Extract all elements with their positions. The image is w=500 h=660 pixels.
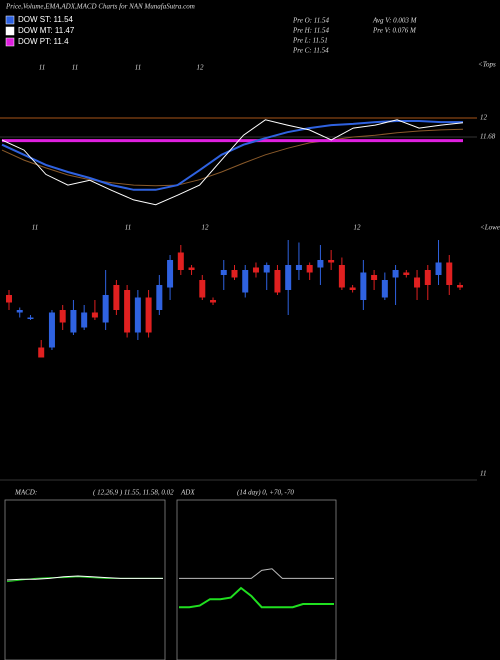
candle-body [338, 265, 345, 288]
panel-title: ADX [180, 489, 195, 497]
candle-body [91, 312, 98, 318]
candle-body [220, 270, 227, 275]
candle-body [414, 277, 421, 288]
legend-swatch [5, 15, 15, 25]
series-line [6, 575, 163, 581]
candle-body [59, 310, 66, 323]
candle-body [27, 317, 34, 319]
candle-body [317, 260, 324, 268]
candle-body [371, 275, 378, 280]
x-tick-label: 11 [72, 64, 78, 72]
candle-body [349, 287, 356, 290]
candle-body [188, 267, 195, 270]
legend-label: DOW MT: 11.47 [18, 26, 75, 35]
candle-body [242, 270, 249, 293]
candle-body [446, 262, 453, 285]
series-line [179, 586, 334, 609]
legend-label: DOW ST: 11.54 [18, 15, 74, 24]
candle-body [285, 265, 292, 290]
candle-body [392, 270, 399, 278]
panel-subtitle: ( 12,26,9 ) 11.55, 11.58, 0.02 [93, 489, 174, 497]
series-line [1, 128, 464, 187]
info-text: Pre C: 11.54 [292, 47, 329, 55]
legend-swatch [5, 37, 15, 47]
candle-body [177, 252, 184, 270]
info-text: Pre O: 11.54 [292, 17, 329, 25]
candle-body [381, 280, 388, 298]
candle-body [102, 295, 109, 323]
candle-body [424, 270, 431, 285]
candle-body [252, 267, 259, 273]
info-text: Pre H: 11.54 [292, 27, 329, 35]
chart-title: Price,Volume,EMA,ADX,MACD Charts for NAN… [5, 3, 195, 11]
y-tick-label: 12 [480, 114, 488, 122]
candle-body [274, 270, 281, 293]
candle-body [435, 262, 442, 275]
candle-body [360, 272, 367, 300]
info-text: <Lowes [480, 224, 500, 232]
x-tick-label: 11 [39, 64, 45, 72]
x-tick-label: 12 [354, 224, 362, 232]
candle-body [6, 295, 12, 303]
info-text: Avg V: 0.003 M [372, 17, 418, 25]
info-text: <Tops [478, 61, 496, 69]
candle-body [403, 272, 410, 275]
info-text: Pre L: 11.51 [292, 37, 328, 45]
candle-body [263, 265, 270, 273]
candle-body [156, 285, 163, 310]
panel-title: MACD: [14, 489, 37, 497]
candle-body [210, 300, 217, 303]
candle-body [231, 270, 238, 278]
candle-body [38, 347, 45, 358]
candle-body [134, 297, 141, 333]
series-line [1, 119, 464, 206]
candle-body [124, 290, 131, 333]
candle-body [328, 260, 335, 263]
candle-body [81, 312, 88, 328]
candle-body [457, 285, 463, 288]
candle-body [306, 265, 313, 273]
y-tick-label: 11.68 [480, 133, 496, 141]
panel-subtitle: (14 day) 0, +70, -70 [237, 489, 294, 497]
series-line [1, 120, 463, 191]
candle-body [167, 260, 174, 288]
candle-body [70, 310, 77, 333]
info-text: Pre V: 0.076 M [372, 27, 417, 35]
x-tick-label: 11 [125, 224, 131, 232]
x-tick-label: 12 [202, 224, 210, 232]
candle-body [16, 310, 23, 313]
candle-body [295, 265, 302, 270]
x-tick-label: 11 [32, 224, 38, 232]
panel-frame [4, 499, 166, 660]
candle-body [113, 285, 120, 310]
candle-body [145, 297, 152, 333]
candle-body [199, 280, 206, 298]
candle-body [48, 312, 55, 348]
panel-frame [176, 499, 337, 660]
x-tick-label: 11 [135, 64, 141, 72]
legend-label: DOW PT: 11.4 [18, 37, 69, 46]
x-tick-label: 12 [197, 64, 205, 72]
legend-swatch [5, 26, 15, 36]
series-line [179, 568, 334, 579]
y-tick-label: 11 [480, 470, 486, 478]
